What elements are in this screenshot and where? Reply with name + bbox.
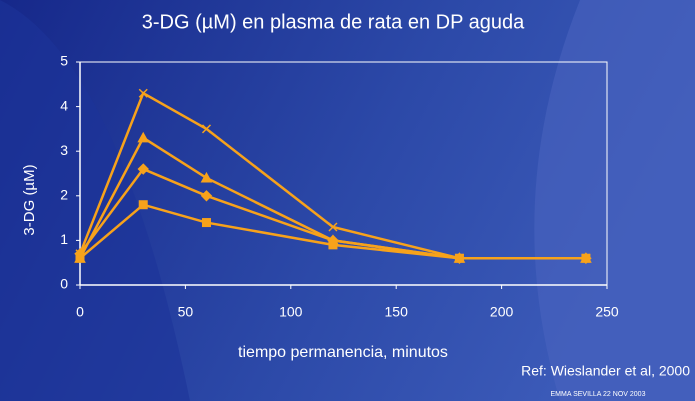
reference: Ref: Wieslander et al, 2000 <box>521 363 690 379</box>
marker <box>328 222 338 232</box>
y-tick-label: 5 <box>60 53 68 69</box>
x-tick-label: 150 <box>385 304 409 320</box>
x-tick-label: 250 <box>595 304 619 320</box>
marker <box>200 171 213 183</box>
y-tick-label: 0 <box>60 276 68 292</box>
marker <box>581 253 591 263</box>
marker <box>328 240 338 250</box>
plot-frame <box>80 61 608 285</box>
y-tick-label: 2 <box>60 187 68 203</box>
marker <box>201 218 211 228</box>
background-swoosh <box>534 0 695 401</box>
marker <box>200 190 213 202</box>
background-swoosh <box>0 0 190 401</box>
marker <box>454 253 464 263</box>
x-tick-label: 0 <box>76 304 84 320</box>
marker <box>137 163 149 175</box>
footer: EMMA SEVILLA 22 NOV 2003 <box>551 391 646 398</box>
marker <box>138 200 148 210</box>
marker <box>201 124 212 134</box>
x-tick-label: 200 <box>490 304 514 320</box>
y-tick-label: 1 <box>60 231 68 247</box>
marker <box>75 253 85 263</box>
marker <box>138 88 148 98</box>
chart-title: 3-DG (µM) en plasma de rata en DP aguda <box>142 11 525 33</box>
series-line <box>79 203 586 260</box>
y-tick-label: 3 <box>60 142 68 158</box>
y-tick-label: 4 <box>60 97 68 113</box>
x-tick-label: 50 <box>178 304 194 320</box>
y-axis-label: 3-DG (µM) <box>21 164 38 235</box>
x-tick-label: 100 <box>279 304 303 320</box>
x-axis-label: tiempo permanencia, minutos <box>238 344 448 361</box>
marker <box>137 131 150 143</box>
